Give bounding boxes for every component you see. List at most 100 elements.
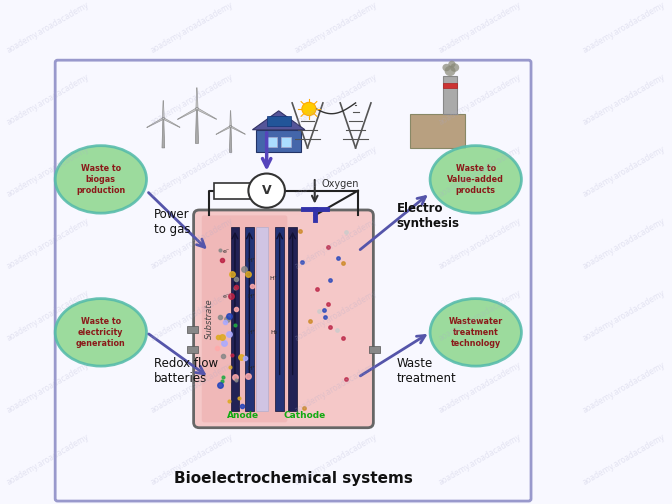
Text: aoademy.aroadacademy: aoademy.aroadacademy [5,432,91,487]
Bar [267,137,277,147]
Circle shape [196,107,198,110]
Text: aoademy.aroadacademy: aoademy.aroadacademy [437,289,523,343]
Text: aoademy.aroadacademy: aoademy.aroadacademy [293,145,379,200]
Polygon shape [196,108,216,119]
Text: aoademy.aroadacademy: aoademy.aroadacademy [5,217,91,271]
Circle shape [249,173,285,208]
Bar [257,130,301,152]
Polygon shape [196,109,198,144]
Polygon shape [196,88,198,109]
Polygon shape [216,126,231,135]
Circle shape [450,64,459,72]
Text: aoademy.aroadacademy: aoademy.aroadacademy [293,432,379,487]
Bar [276,227,284,411]
Text: Wastewater
treatment
technology: Wastewater treatment technology [449,317,503,348]
Text: aoademy.aroadacademy: aoademy.aroadacademy [149,289,235,343]
Polygon shape [163,101,164,118]
Polygon shape [230,126,245,135]
Text: aoademy.aroadacademy: aoademy.aroadacademy [5,145,91,200]
Text: aoademy.aroadacademy: aoademy.aroadacademy [437,432,523,487]
Text: Waste to
electricity
generation: Waste to electricity generation [76,317,126,348]
Circle shape [445,66,456,76]
Text: aoademy.aroadacademy: aoademy.aroadacademy [581,217,667,271]
Text: Substrate: Substrate [206,298,214,339]
Circle shape [442,64,450,71]
Text: e⁻: e⁻ [222,249,229,254]
Text: aoademy.aroadacademy: aoademy.aroadacademy [5,73,91,128]
Text: aoademy.aroadacademy: aoademy.aroadacademy [293,217,379,271]
Circle shape [302,102,316,115]
Polygon shape [162,118,165,148]
FancyBboxPatch shape [202,215,288,422]
Circle shape [230,125,232,128]
Text: aoademy.aroadacademy: aoademy.aroadacademy [581,145,667,200]
Text: aoademy.aroadacademy: aoademy.aroadacademy [293,289,379,343]
Polygon shape [229,127,232,152]
Text: H⁺: H⁺ [247,366,255,371]
Text: H⁺: H⁺ [247,330,255,335]
Text: aoademy.aroadacademy: aoademy.aroadacademy [437,145,523,200]
Text: aoademy.aroadacademy: aoademy.aroadacademy [437,73,523,128]
Text: aoademy.aroadacademy: aoademy.aroadacademy [581,289,667,343]
Text: V: V [262,184,271,197]
Ellipse shape [430,298,521,366]
Bar [443,83,458,88]
Text: aoademy.aroadacademy: aoademy.aroadacademy [581,1,667,55]
Text: Bioelectrochemical systems: Bioelectrochemical systems [173,471,413,486]
Text: aoademy.aroadacademy: aoademy.aroadacademy [293,1,379,55]
Text: e⁻: e⁻ [222,294,229,299]
Text: Power
to gas: Power to gas [154,208,190,236]
Ellipse shape [55,146,146,213]
Polygon shape [146,118,164,128]
Text: Waste to
biogas
production: Waste to biogas production [76,164,126,195]
Polygon shape [177,108,198,119]
Text: aoademy.aroadacademy: aoademy.aroadacademy [149,145,235,200]
Text: aoademy.aroadacademy: aoademy.aroadacademy [149,73,235,128]
Text: aoademy.aroadacademy: aoademy.aroadacademy [293,73,379,128]
Text: Waste
treatment: Waste treatment [396,357,456,385]
Text: H⁺: H⁺ [247,294,255,299]
Text: H⁺: H⁺ [270,276,278,281]
Text: aoademy.aroadacademy: aoademy.aroadacademy [581,73,667,128]
Text: aoademy.aroadacademy: aoademy.aroadacademy [581,360,667,415]
Polygon shape [163,118,180,128]
Bar [288,227,297,411]
Bar [369,346,380,353]
Bar [187,346,198,353]
Text: H⁺: H⁺ [247,258,255,263]
Text: Oxygen: Oxygen [322,179,360,190]
Bar [410,114,465,148]
Bar [256,227,268,411]
Text: Redox flow
batteries: Redox flow batteries [154,357,218,385]
Text: aoademy.aroadacademy: aoademy.aroadacademy [5,289,91,343]
Polygon shape [230,111,231,127]
Text: aoademy.aroadacademy: aoademy.aroadacademy [149,217,235,271]
Text: aoademy.aroadacademy: aoademy.aroadacademy [437,1,523,55]
Bar [187,326,198,333]
Ellipse shape [430,146,521,213]
Ellipse shape [55,298,146,366]
FancyBboxPatch shape [194,210,374,428]
Text: Anode: Anode [226,411,259,420]
Text: aoademy.aroadacademy: aoademy.aroadacademy [581,432,667,487]
Text: aoademy.aroadacademy: aoademy.aroadacademy [5,360,91,415]
Text: aoademy.aroadacademy: aoademy.aroadacademy [293,360,379,415]
Text: aoademy.aroadacademy: aoademy.aroadacademy [5,1,91,55]
Text: aoademy.aroadacademy: aoademy.aroadacademy [437,217,523,271]
Circle shape [162,117,165,119]
Bar [245,227,254,411]
Text: Waste to
Value-added
products: Waste to Value-added products [448,164,504,195]
Text: H₂: H₂ [270,330,278,335]
Circle shape [448,60,456,68]
Text: Cathode: Cathode [284,411,326,420]
Text: Electro
synthesis: Electro synthesis [396,202,460,230]
Text: aoademy.aroadacademy: aoademy.aroadacademy [149,432,235,487]
Polygon shape [253,111,305,130]
Bar [443,76,458,114]
Text: aoademy.aroadacademy: aoademy.aroadacademy [437,360,523,415]
Bar [214,182,250,199]
Bar [230,227,239,411]
Bar [267,115,291,126]
Bar [281,137,291,147]
Text: aoademy.aroadacademy: aoademy.aroadacademy [149,360,235,415]
